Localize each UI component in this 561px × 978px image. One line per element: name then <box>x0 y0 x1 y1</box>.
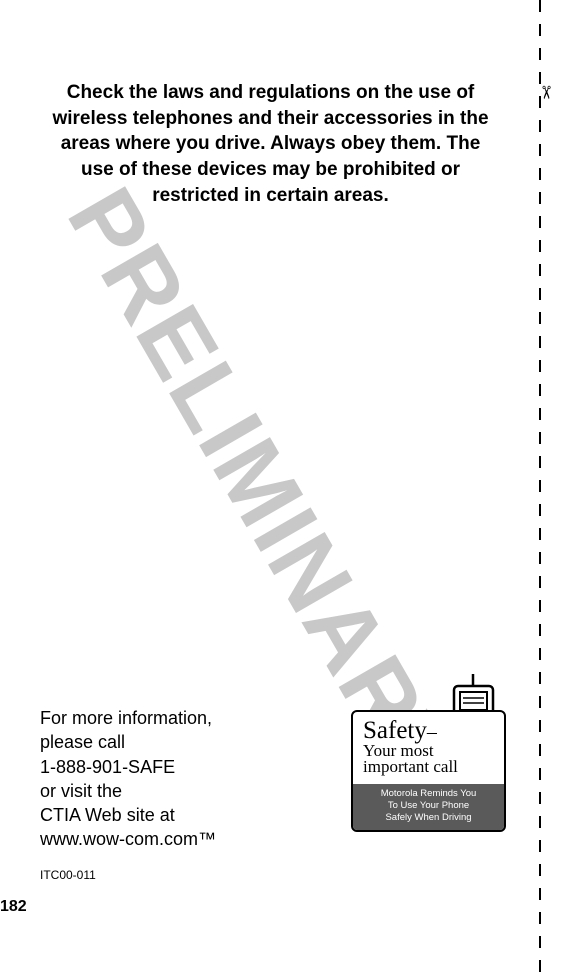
safety-footer-1: Motorola Reminds You <box>357 788 500 800</box>
document-id: ITC00-011 <box>40 868 96 882</box>
info-line-5: CTIA Web site at <box>40 803 280 827</box>
heading-text: Check the laws and regulations on the us… <box>40 80 501 208</box>
cut-line <box>539 0 541 978</box>
safety-badge: Safety– Your most important call Motorol… <box>351 710 506 832</box>
scissors-icon: ✂ <box>535 85 556 100</box>
safety-title: Safety <box>363 717 427 744</box>
info-line-2: please call <box>40 730 280 754</box>
safety-footer-3: Safely When Driving <box>357 812 500 824</box>
safety-sub2: important call <box>363 758 494 776</box>
safety-dash: – <box>427 721 437 743</box>
info-line-6: www.wow-com.com™ <box>40 827 280 851</box>
content-area: Check the laws and regulations on the us… <box>40 80 501 208</box>
info-block: For more information, please call 1-888-… <box>40 706 280 852</box>
safety-badge-top: Safety– Your most important call <box>353 712 504 784</box>
info-line-3: 1-888-901-SAFE <box>40 755 280 779</box>
info-line-4: or visit the <box>40 779 280 803</box>
safety-footer-2: To Use Your Phone <box>357 800 500 812</box>
info-line-1: For more information, <box>40 706 280 730</box>
page: PRELIMINARY Check the laws and regulatio… <box>0 0 561 978</box>
safety-badge-box: Safety– Your most important call Motorol… <box>351 710 506 832</box>
safety-badge-footer: Motorola Reminds You To Use Your Phone S… <box>353 784 504 830</box>
page-number: 182 <box>0 898 27 916</box>
